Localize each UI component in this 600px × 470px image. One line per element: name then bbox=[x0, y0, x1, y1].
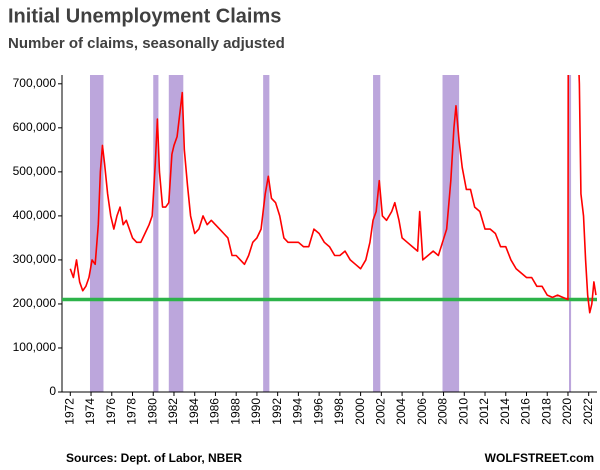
y-tick-label: 0 bbox=[49, 384, 56, 398]
y-tick-label: 200,000 bbox=[13, 296, 57, 310]
x-tick-label: 2010 bbox=[456, 398, 470, 425]
x-tick-label: 2004 bbox=[394, 398, 408, 425]
x-tick-label: 1990 bbox=[249, 398, 263, 425]
x-tick-label: 1976 bbox=[104, 398, 118, 425]
y-tick-label: 600,000 bbox=[13, 120, 57, 134]
x-tick-label: 1998 bbox=[332, 398, 346, 425]
recession-band bbox=[89, 75, 104, 392]
x-tick-label: 1984 bbox=[187, 398, 201, 425]
y-tick-label: 400,000 bbox=[13, 208, 57, 222]
recession-band bbox=[153, 75, 159, 392]
recession-band bbox=[263, 75, 270, 392]
source: Sources: Dept. of Labor, NBER bbox=[66, 451, 242, 465]
y-tick-label: 100,000 bbox=[13, 340, 57, 354]
x-tick-label: 2000 bbox=[353, 398, 367, 425]
x-tick-label: 1996 bbox=[311, 398, 325, 425]
x-tick-label: 2020 bbox=[560, 398, 574, 425]
x-tick-label: 1992 bbox=[270, 398, 284, 425]
chart-subtitle: Number of claims, seasonally adjusted bbox=[8, 35, 285, 52]
x-tick-label: 1974 bbox=[83, 398, 97, 425]
chart-title: Initial Unemployment Claims bbox=[8, 5, 281, 27]
x-tick-label: 2002 bbox=[374, 398, 388, 425]
plot-area bbox=[69, 75, 597, 314]
x-tick-label: 1980 bbox=[145, 398, 159, 425]
recession-band bbox=[569, 75, 572, 392]
y-tick-label: 500,000 bbox=[13, 164, 57, 178]
y-tick-label: 300,000 bbox=[13, 252, 57, 266]
x-tick-label: 2018 bbox=[539, 398, 553, 425]
x-tick-label: 2014 bbox=[498, 398, 512, 425]
y-tick-label: 700,000 bbox=[13, 76, 57, 90]
x-tick-label: 2022 bbox=[581, 398, 595, 425]
x-tick-label: 2016 bbox=[519, 398, 533, 425]
x-tick-label: 2006 bbox=[415, 398, 429, 425]
recession-band bbox=[442, 75, 460, 392]
x-tick-label: 1994 bbox=[291, 398, 305, 425]
x-tick-label: 1982 bbox=[166, 398, 180, 425]
x-tick-label: 2012 bbox=[477, 398, 491, 425]
x-tick-label: 1978 bbox=[125, 398, 139, 425]
recession-band bbox=[373, 75, 381, 392]
credit: WOLFSTREET.com bbox=[485, 451, 594, 465]
x-tick-label: 1972 bbox=[62, 398, 76, 425]
x-tick-label: 1986 bbox=[208, 398, 222, 425]
x-tick-label: 2008 bbox=[436, 398, 450, 425]
x-tick-label: 1988 bbox=[228, 398, 242, 425]
series-line bbox=[69, 75, 597, 314]
recession-band bbox=[168, 75, 184, 392]
